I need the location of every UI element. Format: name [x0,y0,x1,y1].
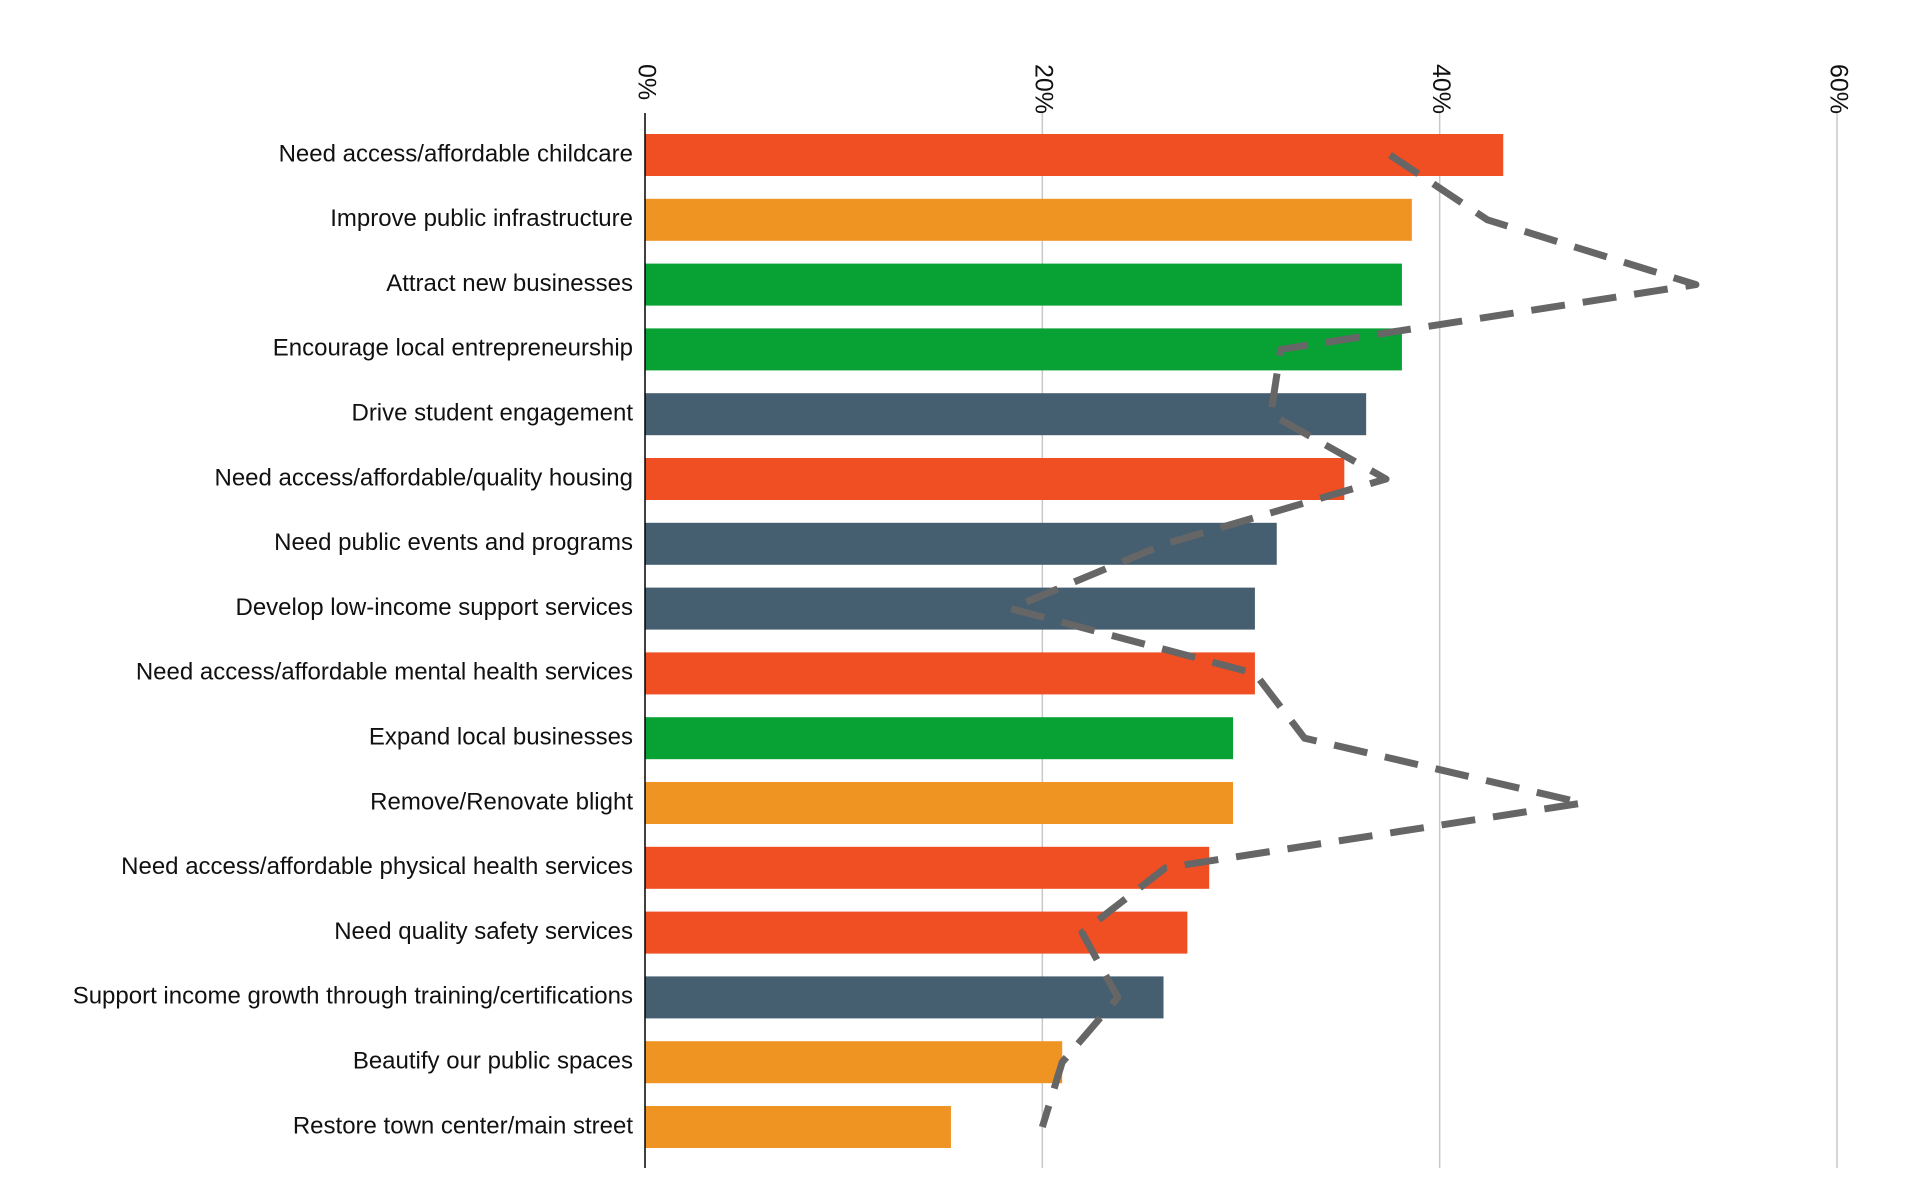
category-label-15: Beautify our public spaces [353,1048,633,1075]
bar-10 [645,717,1234,760]
bar-3 [645,263,1402,306]
bar-14 [645,976,1164,1019]
bar-2 [645,198,1412,241]
category-label-2: Improve public infrastructure [330,205,633,232]
category-label-12: Need access/affordable physical health s… [121,853,633,880]
bar-7 [645,522,1277,565]
category-label-6: Need access/affordable/quality housing [215,464,634,491]
bar-6 [645,458,1345,500]
trend-line-layer [1007,152,1700,1129]
category-label-11: Remove/Renovate blight [370,788,633,815]
bar-13 [645,911,1188,954]
category-label-8: Develop low-income support services [236,594,634,621]
bar-12 [645,846,1210,889]
category-label-4: Encourage local entrepreneurship [273,335,633,362]
category-label-16: Restore town center/main street [293,1112,633,1139]
bar-8 [645,587,1255,630]
category-label-7: Need public events and programs [274,529,633,556]
bar-16 [645,1106,951,1148]
x-tick-label-20: 20% [1030,64,1058,114]
x-tick-label-40: 40% [1427,64,1455,114]
category-label-10: Expand local businesses [369,724,633,751]
category-labels: Need access/affordable childcare Improve … [73,140,634,1139]
category-label-14: Support income growth through training/c… [73,983,633,1010]
bar-4 [645,328,1402,371]
bars [645,134,1504,1148]
bar-9 [645,652,1255,695]
category-label-5: Drive student engagement [351,400,633,427]
trend-line [1007,152,1700,1129]
category-label-13: Need quality safety services [334,918,633,945]
bar-1 [645,134,1504,176]
x-tick-label-60: 60% [1824,64,1852,114]
category-label-3: Attract new businesses [386,270,633,297]
x-axis-ticks: 0% 20% 40% 60% [632,64,1852,114]
bar-5 [645,393,1367,436]
category-label-1: Need access/affordable childcare [279,140,633,167]
category-label-9: Need access/affordable mental health ser… [136,659,633,686]
bar-15 [645,1041,1063,1084]
bar-11 [645,782,1234,824]
x-tick-label-0: 0% [632,64,660,100]
